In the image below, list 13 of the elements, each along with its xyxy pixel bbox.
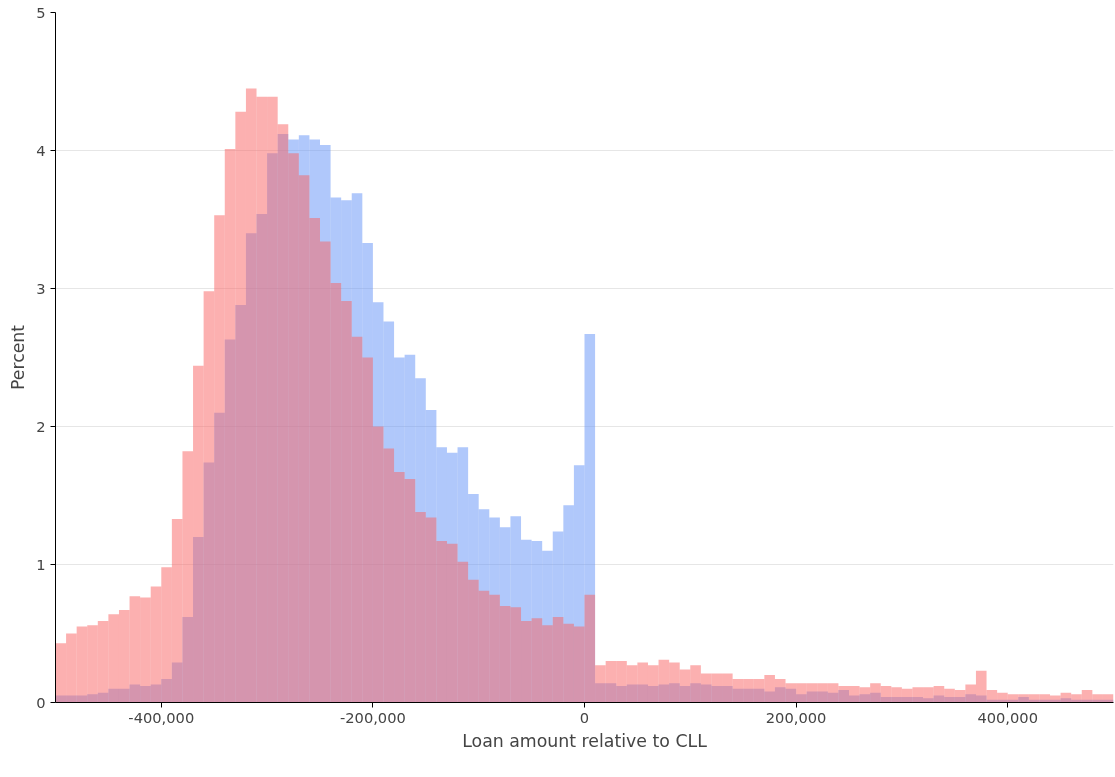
y-tick-label: 5 — [36, 3, 46, 21]
x-tick-label: 400,000 — [977, 708, 1039, 726]
x-axis-title: Loan amount relative to CLL — [462, 730, 708, 751]
x-tick-label: 200,000 — [765, 708, 827, 726]
y-tick-label: 3 — [36, 279, 46, 297]
x-tick-label: -400,000 — [128, 708, 195, 726]
y-tick-label: 1 — [36, 555, 46, 573]
x-tick-label: -200,000 — [339, 708, 406, 726]
y-tick-label: 2 — [36, 417, 46, 435]
x-tick-label: 0 — [579, 708, 590, 726]
y-tick-label: 4 — [36, 141, 46, 159]
y-tick-label: 0 — [36, 693, 46, 711]
y-axis-title: Percent — [8, 324, 29, 391]
